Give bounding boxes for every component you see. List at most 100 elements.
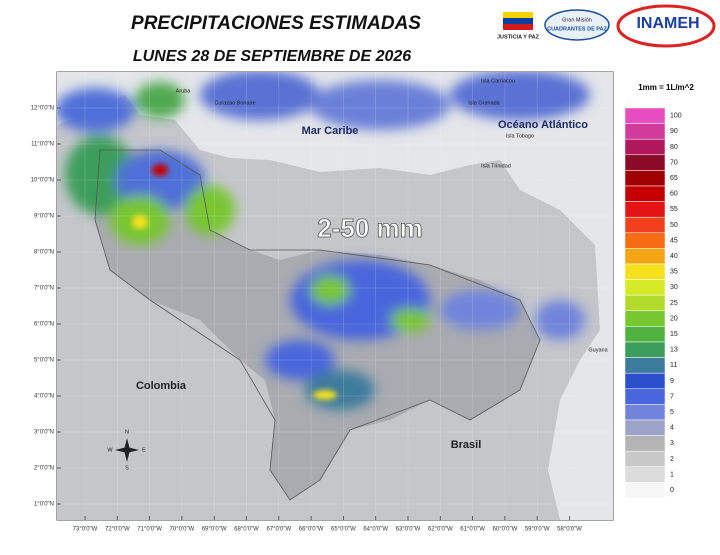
lat-tick-label: 3°0'0"N: [34, 430, 54, 436]
legend-swatch: [624, 372, 666, 390]
lon-tick-label: 64°0'0"W: [363, 527, 388, 533]
legend-label: 65: [670, 175, 678, 182]
legend-swatch: [624, 279, 666, 296]
legend-label: 25: [670, 300, 678, 307]
country-label: Guyana: [588, 347, 608, 353]
legend-swatch: [624, 154, 666, 171]
legend-label: 20: [670, 315, 678, 322]
legend-swatch: [624, 419, 666, 436]
ocean-label: Océano Atlántico: [498, 119, 588, 131]
legend-swatch: [624, 201, 666, 218]
subtitle: LUNES 28 DE SEPTIEMBRE DE 2026: [133, 48, 411, 65]
lon-tick-label: 58°0'0"W: [557, 527, 582, 533]
place-label: Curazao Bonaire: [214, 100, 255, 106]
legend-label: 0: [670, 487, 674, 494]
legend-label: 2: [670, 456, 674, 463]
legend-label: 55: [670, 206, 678, 213]
legend-label: 4: [670, 425, 674, 432]
lon-tick-label: 65°0'0"W: [331, 527, 356, 533]
legend-label: 90: [670, 128, 678, 135]
place-label: Isla Tobago: [506, 133, 534, 139]
lon-tick-label: 67°0'0"W: [266, 527, 291, 533]
logo-text: CUADRANTES DE PAZ: [547, 26, 607, 32]
lon-tick-label: 62°0'0"W: [428, 527, 453, 533]
country-label: Brasil: [451, 439, 482, 451]
legend-label: 3: [670, 440, 674, 447]
legend-label: 15: [670, 331, 678, 338]
legend-label: 5: [670, 409, 674, 416]
compass-label: W: [107, 447, 113, 453]
legend-label: 80: [670, 144, 678, 151]
legend-swatch: [624, 232, 666, 249]
lon-tick-label: 63°0'0"W: [396, 527, 421, 533]
logo-gobierno: JUSTICIA Y PAZ: [497, 12, 540, 40]
legend-label: 60: [670, 191, 678, 198]
headline: 2-50 mm: [317, 213, 423, 243]
axis-ticks: 12°0'0"N 11°0'0"N 10°0'0"N 9°0'0"N 8°0'0"N 7°…: [31, 106, 583, 533]
place-label: Isla Carriacou: [481, 78, 515, 84]
lon-tick-label: 71°0'0"W: [137, 527, 162, 533]
border: [94, 149, 541, 501]
legend-swatch: [624, 326, 666, 343]
legend-swatch: [624, 435, 666, 452]
place-label: Isla Trinidad: [481, 163, 511, 169]
map: [57, 72, 613, 520]
sea-label: Mar Caribe: [302, 125, 359, 137]
legend-swatch: [624, 294, 666, 312]
lon-tick-label: 72°0'0"W: [105, 527, 130, 533]
lon-tick-label: 73°0'0"W: [73, 527, 98, 533]
lon-tick-label: 68°0'0"W: [234, 527, 259, 533]
compass-label: E: [142, 447, 146, 453]
legend-label: 70: [670, 159, 678, 166]
place-label: Isla Granada: [468, 100, 500, 106]
lon-tick-label: 69°0'0"W: [202, 527, 227, 533]
legend-label: 1: [670, 471, 674, 478]
lat-tick-label: 7°0'0"N: [34, 286, 54, 292]
lat-tick-label: 1°0'0"N: [34, 502, 54, 508]
lat-tick-label: 5°0'0"N: [34, 358, 54, 364]
logo-inameh: INAMEH: [616, 4, 716, 48]
lat-tick-label: 9°0'0"N: [34, 214, 54, 220]
legend-swatch: [624, 263, 666, 280]
legend-label: 40: [670, 253, 678, 260]
lat-tick-label: 11°0'0"N: [31, 142, 54, 148]
legend-swatch: [624, 482, 666, 499]
lat-tick-label: 10°0'0"N: [31, 178, 54, 184]
country-label: Colombia: [136, 380, 187, 392]
legend-swatch: [624, 138, 666, 156]
legend-label: 100: [670, 113, 682, 120]
logo-text: Gran Misión: [562, 17, 592, 23]
precipitation: [57, 72, 590, 410]
logo-text: JUSTICIA Y PAZ: [497, 34, 540, 40]
legend-label: 7: [670, 393, 674, 400]
lon-tick-label: 70°0'0"W: [170, 527, 195, 533]
legend-swatch: [624, 357, 666, 374]
legend: 1009080706560555045403530252015131197543…: [624, 107, 682, 499]
legend-label: 30: [670, 284, 678, 291]
coordinate-grid: [57, 72, 613, 520]
place-label: Aruba: [176, 88, 192, 94]
legend-swatch: [624, 216, 666, 234]
legend-label: 50: [670, 222, 678, 229]
compass: N S E W: [107, 429, 146, 471]
lat-tick-label: 4°0'0"N: [34, 394, 54, 400]
legend-label: 45: [670, 237, 678, 244]
legend-swatch: [624, 170, 666, 187]
legend-swatch: [624, 450, 666, 468]
lat-tick-label: 12°0'0"N: [31, 106, 54, 112]
compass-label: N: [125, 429, 129, 435]
lat-tick-label: 8°0'0"N: [34, 250, 54, 256]
legend-unit: 1mm = 1L/m^2: [638, 83, 694, 92]
lon-tick-label: 60°0'0"W: [493, 527, 518, 533]
legend-swatch: [624, 388, 666, 405]
legend-swatch: [624, 185, 666, 202]
legend-label: 9: [670, 378, 674, 385]
lon-tick-label: 59°0'0"W: [525, 527, 550, 533]
legend-swatch: [624, 404, 666, 421]
legend-swatch: [624, 341, 666, 358]
legend-swatch: [624, 466, 666, 483]
logo-cuadrantes: Gran Misión CUADRANTES DE PAZ: [544, 9, 610, 41]
